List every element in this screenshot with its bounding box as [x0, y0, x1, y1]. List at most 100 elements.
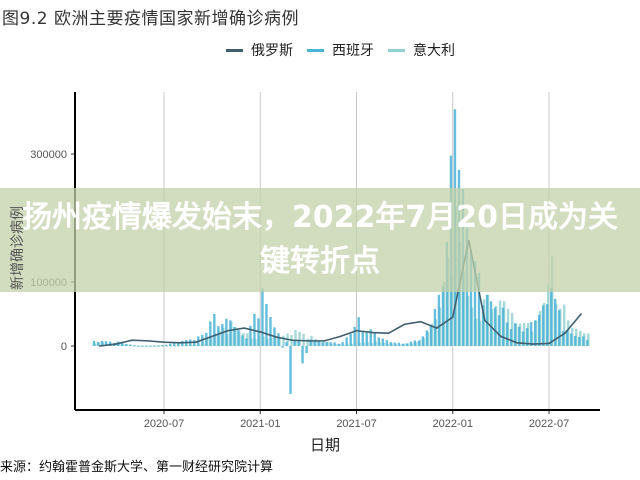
y-axis-label: 新增确诊病例 — [10, 206, 26, 290]
bar-spain — [120, 343, 124, 346]
bar-spain — [205, 332, 208, 346]
bar-spain — [441, 286, 445, 346]
bar-spain — [525, 328, 529, 346]
bar-spain — [381, 338, 384, 346]
legend-label: 西班牙 — [332, 43, 374, 59]
bar-spain — [349, 333, 352, 346]
point-russia — [211, 335, 213, 338]
bar-spain — [289, 346, 292, 394]
point-russia — [131, 339, 133, 342]
bar-spain — [293, 340, 296, 346]
headline-banner: 扬州疫情爆发始末，2022年7月20日成为关键转折点 — [0, 188, 640, 292]
bar-spain — [160, 345, 164, 347]
bar-italy — [157, 345, 161, 347]
bar-spain — [321, 342, 324, 346]
y-tick-label: 0 — [61, 341, 67, 353]
bar-spain — [497, 315, 501, 346]
bar-spain — [337, 343, 340, 346]
bar-spain — [297, 340, 300, 346]
point-russia — [227, 329, 229, 332]
point-russia — [307, 340, 310, 342]
bar-spain — [233, 326, 236, 346]
point-russia — [500, 335, 502, 338]
legend-item-russia: 俄罗斯 — [226, 40, 293, 60]
point-russia — [243, 327, 246, 329]
point-russia — [548, 342, 550, 345]
bar-spain — [529, 322, 533, 346]
point-russia — [291, 339, 294, 342]
point-russia — [564, 332, 566, 335]
bar-spain — [301, 346, 304, 364]
legend-swatch — [388, 48, 405, 52]
bar-spain — [213, 314, 216, 346]
bar-spain — [521, 331, 525, 346]
headline-text: 扬州疫情爆发始末，2022年7月20日成为关键转折点 — [21, 200, 619, 279]
source-note: 来源：约翰霍普金斯大学、第一财经研究院计算 — [0, 460, 274, 475]
bar-spain — [401, 343, 405, 346]
bar-spain — [445, 241, 449, 346]
bar-spain — [309, 339, 312, 346]
bar-spain — [329, 342, 332, 346]
bar-spain — [501, 307, 505, 346]
bar-italy — [587, 333, 590, 346]
bar-spain — [425, 330, 429, 346]
bar-italy — [294, 330, 297, 346]
bar-spain — [249, 325, 252, 346]
bar-spain — [241, 335, 244, 346]
legend-swatch — [226, 48, 243, 52]
bar-spain — [541, 305, 545, 346]
bar-spain — [389, 342, 392, 346]
bar-spain — [124, 344, 128, 346]
bar-italy — [161, 345, 165, 347]
bar-spain — [104, 341, 108, 346]
bar-spain — [365, 332, 368, 346]
legend-label: 俄罗斯 — [251, 43, 293, 59]
point-russia — [259, 331, 262, 333]
x-tick-label: 2021-01 — [240, 418, 280, 430]
point-russia — [419, 320, 422, 323]
bar-spain — [108, 341, 112, 346]
point-russia — [484, 319, 486, 322]
point-russia — [516, 342, 518, 344]
bar-spain — [550, 288, 553, 346]
bar-spain — [92, 340, 96, 346]
point-russia — [371, 331, 374, 334]
bar-spain — [277, 333, 280, 346]
point-russia — [115, 343, 117, 345]
bar-spain — [377, 337, 380, 346]
bar-spain — [165, 344, 168, 346]
x-tick-label: 2022-07 — [529, 418, 569, 430]
bar-spain — [353, 326, 356, 346]
bar-spain — [421, 336, 425, 346]
bar-spain — [509, 329, 513, 346]
bar-spain — [313, 340, 316, 346]
bar-spain — [517, 326, 521, 346]
bar-spain — [209, 321, 212, 346]
bar-italy — [563, 304, 566, 346]
bar-italy — [298, 331, 301, 346]
bar-spain — [369, 329, 372, 346]
bar-spain — [570, 333, 573, 346]
bar-spain — [397, 342, 401, 346]
bar-spain — [305, 346, 308, 354]
bar-spain — [169, 343, 172, 346]
bar-spain — [385, 340, 388, 346]
point-russia — [451, 316, 454, 319]
y-tick-label: 300000 — [30, 149, 67, 161]
bar-spain — [217, 326, 220, 346]
bar-spain — [545, 304, 549, 346]
bar-spain — [489, 301, 493, 346]
bar-spain — [333, 342, 336, 346]
bar-spain — [405, 343, 409, 346]
bar-spain — [578, 336, 581, 346]
bar-italy — [302, 333, 305, 346]
bar-spain — [469, 250, 473, 346]
point-russia — [195, 341, 197, 343]
point-russia — [179, 342, 181, 344]
bar-spain — [513, 323, 517, 346]
x-axis-label: 日期 — [310, 436, 341, 454]
bar-spain — [485, 294, 489, 346]
point-russia — [323, 340, 326, 342]
bar-spain — [409, 341, 413, 346]
bar-italy — [174, 345, 177, 347]
